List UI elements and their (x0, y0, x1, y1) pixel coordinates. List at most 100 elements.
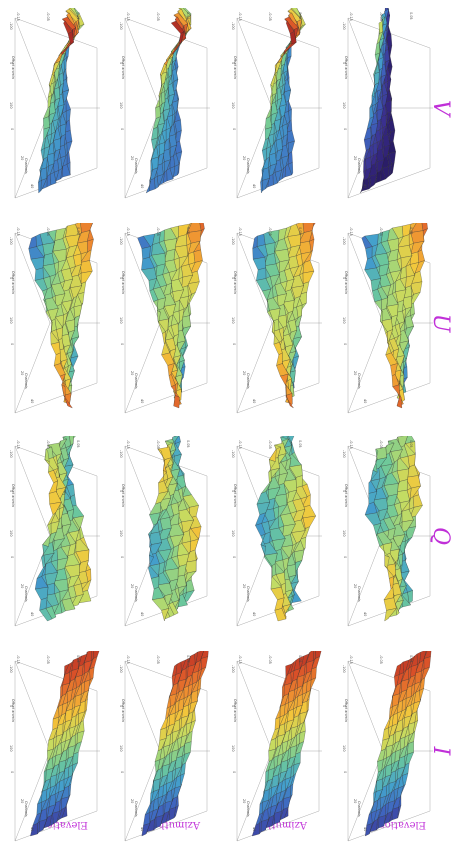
surface-facet (35, 268, 44, 281)
axis-title-offset: Offset arcmin (121, 699, 125, 722)
surface-facet (274, 811, 281, 824)
tick-label-offset: 100 (342, 102, 346, 108)
bounding-box-edge (15, 446, 50, 536)
axis-title-offset: Offset arcmin (11, 484, 15, 507)
axis-title-offset: Offset arcmin (344, 699, 348, 722)
surface-facet (294, 763, 301, 776)
bounding-box-edge (15, 18, 97, 48)
surface-facet (90, 667, 95, 680)
surface-facet (364, 127, 371, 140)
tick-label-freq: 40 (252, 399, 256, 403)
tick-label-value: 0.05 (186, 227, 190, 235)
bounding-box-edge (237, 18, 272, 108)
surface-facet (194, 250, 203, 263)
tick-label-offset: 100 (119, 745, 123, 751)
tick-label-value: -0.15 (349, 227, 353, 236)
tick-label-offset: 100 (9, 317, 13, 323)
surface-facet (151, 781, 154, 794)
surface-facet (54, 353, 60, 366)
tick-label-freq: 0 (232, 343, 236, 345)
axis-title-channels: Channels (24, 586, 28, 602)
tick-label-offset: -100 (342, 450, 346, 458)
surface-facet (392, 807, 398, 820)
surface-facet (290, 784, 293, 797)
axis-title-offset: Offset arcmin (11, 56, 15, 79)
tick-label-freq: 0 (343, 556, 347, 558)
tick-label-freq: 0 (232, 556, 236, 558)
tick-label-freq: 0 (343, 343, 347, 345)
tick-label-value: -0.05 (156, 440, 160, 449)
axis-title-offset: Offset arcmin (233, 56, 237, 79)
surface-facet (143, 813, 149, 826)
axis-title-channels: Channels (24, 373, 28, 389)
surface-facet (66, 109, 71, 122)
tick-label-value: -0.05 (268, 12, 272, 21)
tick-label-offset: -100 (9, 22, 13, 30)
tick-label-freq: 40 (363, 827, 367, 831)
surface-facet (284, 79, 291, 92)
tick-label-value: -0.05 (268, 655, 272, 664)
tick-label-freq: 40 (252, 612, 256, 616)
tick-label-value: -0.05 (46, 655, 50, 664)
surface-facet (307, 699, 309, 712)
axis-title-offset: Offset arcmin (11, 699, 15, 722)
tick-label-offset: 100 (119, 317, 123, 323)
tick-label-offset: -100 (119, 665, 123, 673)
tick-label-offset: -100 (342, 22, 346, 30)
tick-label-value: -0.05 (156, 655, 160, 664)
surface-facet (283, 797, 290, 810)
tick-label-value: 0.05 (298, 12, 302, 20)
axis-title-offset: Offset arcmin (233, 271, 237, 294)
axis-title-offset: Offset arcmin (344, 56, 348, 79)
surface-facet (383, 728, 390, 741)
tick-label-offset: 100 (342, 745, 346, 751)
tick-label-offset: -100 (119, 22, 123, 30)
tick-label-offset: 100 (342, 317, 346, 323)
tick-label-offset: -100 (231, 450, 235, 458)
bounding-box-edge (15, 18, 50, 108)
tick-label-offset: -100 (9, 665, 13, 673)
axis-title-channels: Channels (246, 586, 250, 602)
axis-title-channels: Channels (357, 801, 361, 817)
surface-facet (151, 577, 159, 590)
tick-label-freq: 40 (252, 827, 256, 831)
tick-label-value: -0.05 (46, 440, 50, 449)
axis-title-channels: Channels (357, 586, 361, 602)
axis-title-channels: Channels (357, 158, 361, 174)
tick-label-value: -0.05 (379, 655, 383, 664)
tick-label-value: 0.05 (298, 655, 302, 663)
surface-facet (187, 580, 195, 593)
tick-label-value: 0.05 (186, 12, 190, 20)
tick-label-offset: 100 (231, 745, 235, 751)
surface-facet (294, 550, 304, 563)
tick-label-freq: 0 (10, 556, 14, 558)
surface-facet (151, 127, 157, 140)
tick-label-freq: 40 (140, 612, 144, 616)
tick-label-value: -0.15 (126, 655, 130, 664)
surface-facet (365, 247, 372, 260)
surface-facet (256, 268, 266, 281)
axis-title-channels: Channels (134, 373, 138, 389)
tick-label-freq: 0 (10, 343, 14, 345)
surface-facet (303, 261, 314, 274)
tick-label-freq: 0 (232, 128, 236, 130)
tick-label-offset: 100 (9, 745, 13, 751)
tick-label-value: -0.05 (268, 227, 272, 236)
tick-label-freq: 40 (363, 612, 367, 616)
tick-label-freq: 40 (140, 399, 144, 403)
tick-label-offset: -100 (342, 665, 346, 673)
